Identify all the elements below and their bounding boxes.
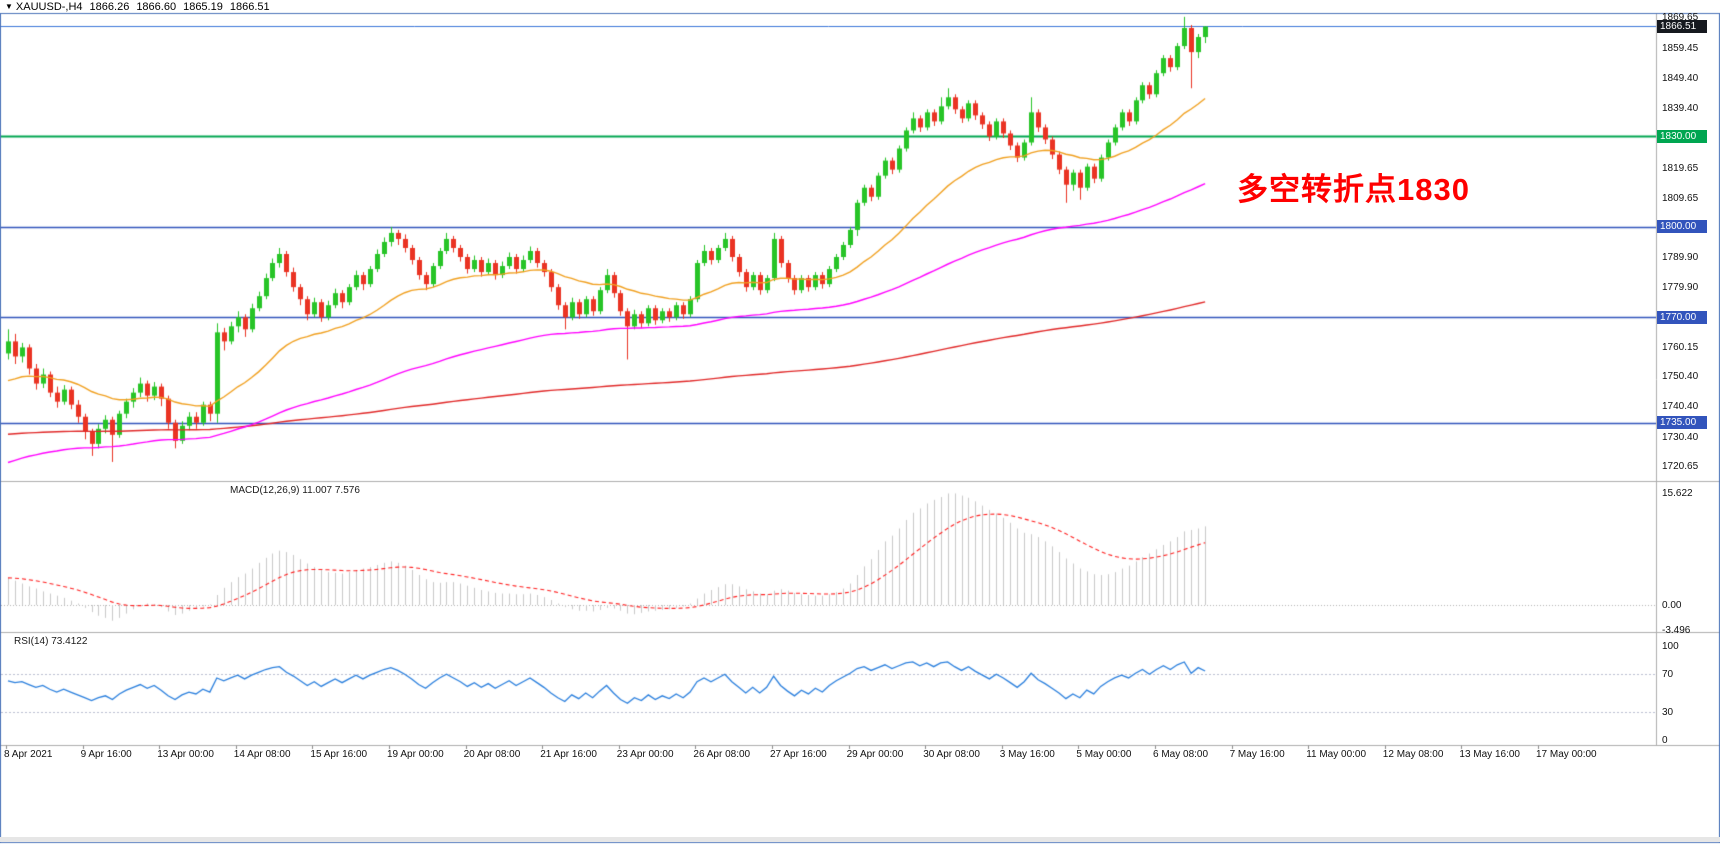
quote-low: 1865.19 [183,1,223,13]
one-click-trading-collapse-icon[interactable]: ▼ [5,2,13,11]
time-axis-label: 23 Apr 00:00 [616,749,674,760]
rsi-axis-label: 70 [1662,669,1674,681]
time-axis-label: 3 May 16:00 [999,749,1055,760]
symbol-timeframe-label: XAUUSD-,H4 [15,1,83,13]
time-axis-label: 13 Apr 00:00 [157,749,214,760]
time-axis-label: 27 Apr 16:00 [770,749,827,760]
time-axis-label: 21 Apr 16:00 [540,749,597,760]
price-axis-label: 1869.65 [1662,12,1699,23]
price-axis-label: 1789.90 [1662,252,1699,264]
rsi-axis-label: 30 [1662,706,1674,718]
price-axis-label: 1819.65 [1662,162,1699,174]
time-axis-label: 8 Apr 2021 [4,749,53,760]
rsi-indicator-label: RSI(14) 73.4122 [14,636,88,647]
macd-axis-label: 15.622 [1662,488,1693,500]
time-axis-label: 20 Apr 08:00 [463,749,521,760]
macd-indicator-label: MACD(12,26,9) 11.007 7.576 [230,485,360,496]
price-axis-label: 1849.40 [1662,73,1699,85]
time-axis-label: 13 May 16:00 [1459,749,1520,760]
rsi-axis-label: 0 [1662,735,1668,746]
time-axis-label: 5 May 00:00 [1076,749,1132,760]
time-axis-label: 12 May 08:00 [1382,749,1444,760]
rsi-axis-label: 100 [1662,641,1679,652]
price-axis-label: 1839.40 [1662,103,1699,115]
time-axis-label: 17 May 00:00 [1536,749,1597,760]
price-axis-label: 1740.40 [1662,401,1699,413]
price-tag-level-1735: 1735.00 [1657,416,1707,430]
annotation-text: 多空转折点1830 [1237,172,1470,207]
time-axis-label: 26 Apr 08:00 [693,749,751,760]
time-axis-label: 14 Apr 08:00 [233,749,291,760]
price-axis-label: 1760.15 [1662,341,1699,353]
price-axis-label: 1750.40 [1662,371,1699,383]
price-tag-level-1770: 1770.00 [1657,310,1707,324]
quote-high: 1866.60 [136,1,177,13]
time-axis-label: 30 Apr 08:00 [923,749,980,760]
price-tag-current: 1866.51 [1657,19,1707,33]
symbol-info-bar: ▼ XAUUSD-,H4 1866.26 1866.60 1865.19 1866.51 [5,1,270,13]
bottom-status-strip [0,837,1720,842]
time-axis-label: 19 Apr 00:00 [387,749,444,760]
price-axis-label: 1779.90 [1662,282,1699,294]
quote-open: 1866.26 [89,1,130,13]
quote-close: 1866.51 [229,1,270,13]
price-axis-label: 1859.45 [1662,42,1699,54]
time-axis-label: 7 May 16:00 [1229,749,1285,760]
macd-axis-label: -3.496 [1662,624,1691,636]
price-axis-label: 1809.65 [1662,192,1699,204]
time-axis-label: 11 May 00:00 [1306,749,1367,760]
time-axis-label: 29 Apr 00:00 [846,749,904,760]
price-axis-label: 1730.40 [1662,431,1699,443]
time-axis-label: 9 Apr 16:00 [80,749,132,760]
price-axis-label: 1720.65 [1662,460,1699,472]
time-axis-label: 6 May 08:00 [1153,749,1209,760]
time-axis-label: 15 Apr 16:00 [310,749,368,760]
macd-axis-label: 0.00 [1662,600,1682,611]
price-tag-level-1830: 1830.00 [1657,129,1707,143]
price-tag-level-1800: 1800.00 [1657,220,1707,234]
